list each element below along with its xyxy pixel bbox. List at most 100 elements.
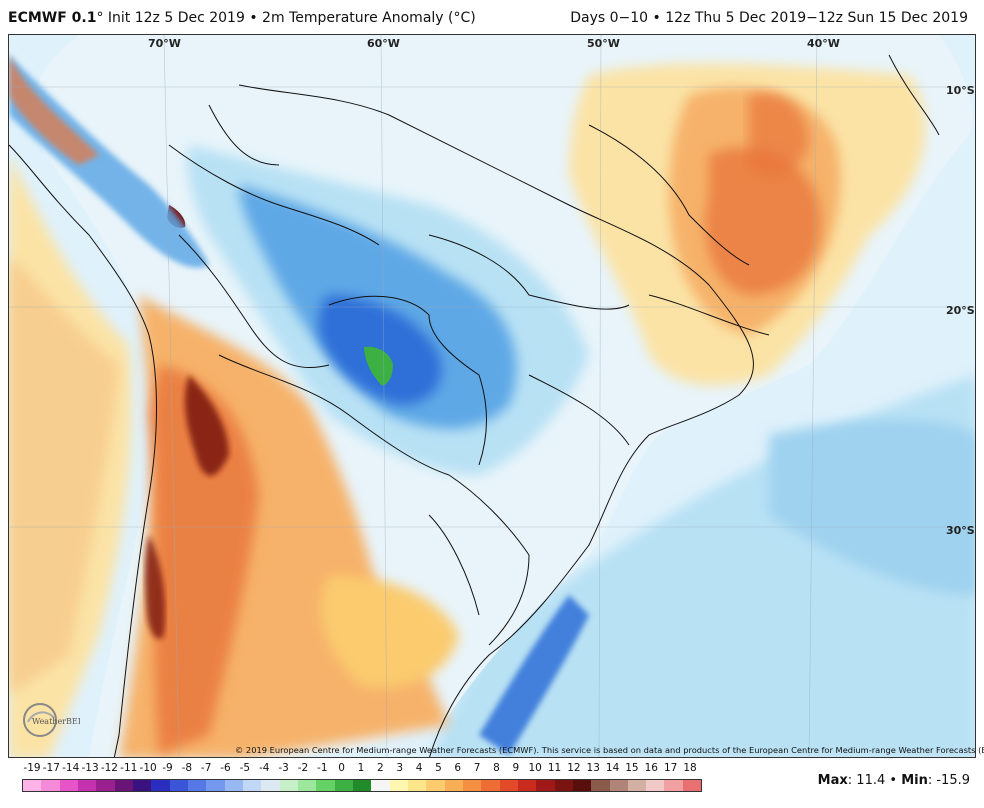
legend-swatch bbox=[206, 780, 225, 791]
legend-label: -19 bbox=[23, 762, 41, 774]
legend-label: -3 bbox=[278, 762, 289, 774]
legend-swatch bbox=[96, 780, 115, 791]
cold-core-anomaly bbox=[364, 346, 393, 386]
paraguay-border bbox=[328, 295, 487, 466]
map-canvas bbox=[9, 35, 975, 757]
lat-label-10s: 10°S bbox=[946, 84, 975, 97]
legend-label: 5 bbox=[435, 762, 442, 774]
legend-label: -11 bbox=[120, 762, 138, 774]
legend-swatch bbox=[646, 780, 665, 791]
legend-swatch bbox=[627, 780, 647, 791]
legend-swatch bbox=[77, 780, 97, 791]
brazil-northeast-line bbox=[888, 54, 940, 136]
pampas-warm-patch bbox=[320, 575, 459, 688]
legend-label: -2 bbox=[297, 762, 309, 774]
legend-swatch bbox=[169, 780, 188, 791]
andes-warm-ridge bbox=[9, 55, 99, 165]
atlantic-cold-streak bbox=[479, 595, 589, 755]
legend-label: -10 bbox=[139, 762, 157, 774]
andes-extreme-2 bbox=[144, 535, 166, 639]
legend-label: 13 bbox=[586, 762, 600, 774]
legend-swatch bbox=[316, 780, 335, 791]
legend-label: -5 bbox=[239, 762, 251, 774]
max-min-readout: Max: 11.4 • Min: -15.9 bbox=[818, 773, 970, 788]
forecast-range: Days 0−10 • 12z Thu 5 Dec 2019−12z Sun 1… bbox=[570, 10, 968, 26]
brazil-state-line-3 bbox=[528, 374, 630, 446]
lat-label-30s: 30°S bbox=[946, 524, 975, 537]
legend-label: -14 bbox=[62, 762, 80, 774]
brazil-warm-core bbox=[705, 147, 821, 295]
legend-swatch bbox=[536, 780, 555, 791]
legend-label: 7 bbox=[473, 762, 481, 774]
brazil-state-line-2 bbox=[648, 294, 770, 336]
min-label: Min bbox=[901, 773, 928, 788]
legend-swatch bbox=[114, 780, 133, 791]
uruguay-border bbox=[448, 474, 530, 646]
bolivia-brazil-border bbox=[428, 234, 630, 310]
legend-swatch bbox=[609, 780, 628, 791]
copyright-notice: © 2019 European Centre for Medium-range … bbox=[235, 745, 984, 755]
map-title: ECMWF 0.1° Init 12z 5 Dec 2019 • 2m Temp… bbox=[8, 10, 476, 26]
max-label: Max bbox=[817, 773, 848, 788]
pacific-coastline bbox=[9, 144, 157, 757]
legend-label: 11 bbox=[547, 762, 562, 774]
legend-label: 4 bbox=[415, 762, 423, 774]
min-value: : -15.9 bbox=[927, 773, 970, 788]
legend-swatch bbox=[23, 780, 42, 791]
legend-label: -8 bbox=[181, 762, 193, 774]
legend-labels: -19 -17 -14 -13 -12 -11 -10 -9 -8 -7 -6 -5 -4 -3 -2 -1 0… bbox=[22, 762, 702, 778]
legend-label: 9 bbox=[512, 762, 520, 774]
legend-label: -9 bbox=[162, 762, 173, 774]
legend-label: 17 bbox=[663, 762, 678, 774]
legend-swatch bbox=[261, 780, 280, 791]
legend-label: 18 bbox=[683, 762, 697, 774]
legend-swatch bbox=[481, 780, 500, 791]
legend-swatch bbox=[41, 780, 60, 791]
degree-symbol: ° bbox=[96, 10, 104, 26]
argentina-north-border bbox=[218, 354, 450, 476]
legend-swatch bbox=[224, 780, 243, 791]
andes-extreme-1 bbox=[184, 375, 229, 476]
max-value: : 11.4 bbox=[847, 773, 886, 788]
legend-swatch bbox=[682, 780, 702, 791]
legend-label: 10 bbox=[528, 762, 542, 774]
lon-label-70w: 70°W bbox=[148, 37, 181, 50]
legend-label: 14 bbox=[605, 762, 620, 774]
legend-swatch bbox=[334, 780, 353, 791]
legend-swatch bbox=[572, 780, 592, 791]
legend-label: -4 bbox=[258, 762, 270, 774]
legend-swatch bbox=[517, 780, 537, 791]
legend-label: -17 bbox=[42, 762, 60, 774]
logo-text: WeatherBELL bbox=[32, 717, 80, 726]
bolivia-west-border bbox=[178, 234, 330, 369]
atlantic-cold-patch bbox=[769, 420, 975, 595]
legend-label: 6 bbox=[454, 762, 462, 774]
color-legend: -19 -17 -14 -13 -12 -11 -10 -9 -8 -7 -6 -5 -4 -3 -2 -1 0… bbox=[22, 762, 702, 802]
brazil-state-line-1 bbox=[588, 124, 750, 266]
atlantic-coastline bbox=[238, 84, 754, 757]
legend-swatch bbox=[297, 780, 317, 791]
legend-swatch bbox=[59, 780, 78, 791]
andes-cold-ridge bbox=[9, 55, 209, 268]
legend-label: 15 bbox=[625, 762, 639, 774]
legend-swatch bbox=[462, 780, 482, 791]
legend-swatch bbox=[352, 780, 372, 791]
legend-swatch bbox=[554, 780, 573, 791]
legend-swatch bbox=[242, 780, 262, 791]
lon-label-40w: 40°W bbox=[807, 37, 840, 50]
legend-swatch bbox=[664, 780, 683, 791]
legend-swatch bbox=[132, 780, 152, 791]
legend-color-bar bbox=[22, 779, 702, 792]
legend-label: -12 bbox=[100, 762, 118, 774]
legend-swatch bbox=[407, 780, 427, 791]
legend-label: 8 bbox=[493, 762, 500, 774]
map-header: ECMWF 0.1° Init 12z 5 Dec 2019 • 2m Temp… bbox=[0, 0, 984, 34]
pacific-warm-core bbox=[9, 255, 119, 695]
legend-swatch bbox=[426, 780, 445, 791]
legend-label: 0 bbox=[338, 762, 345, 774]
lon-label-50w: 50°W bbox=[587, 37, 620, 50]
country-borders bbox=[9, 54, 940, 757]
legend-label: 16 bbox=[644, 762, 658, 774]
legend-swatch bbox=[279, 780, 298, 791]
legend-label: 3 bbox=[396, 762, 404, 774]
